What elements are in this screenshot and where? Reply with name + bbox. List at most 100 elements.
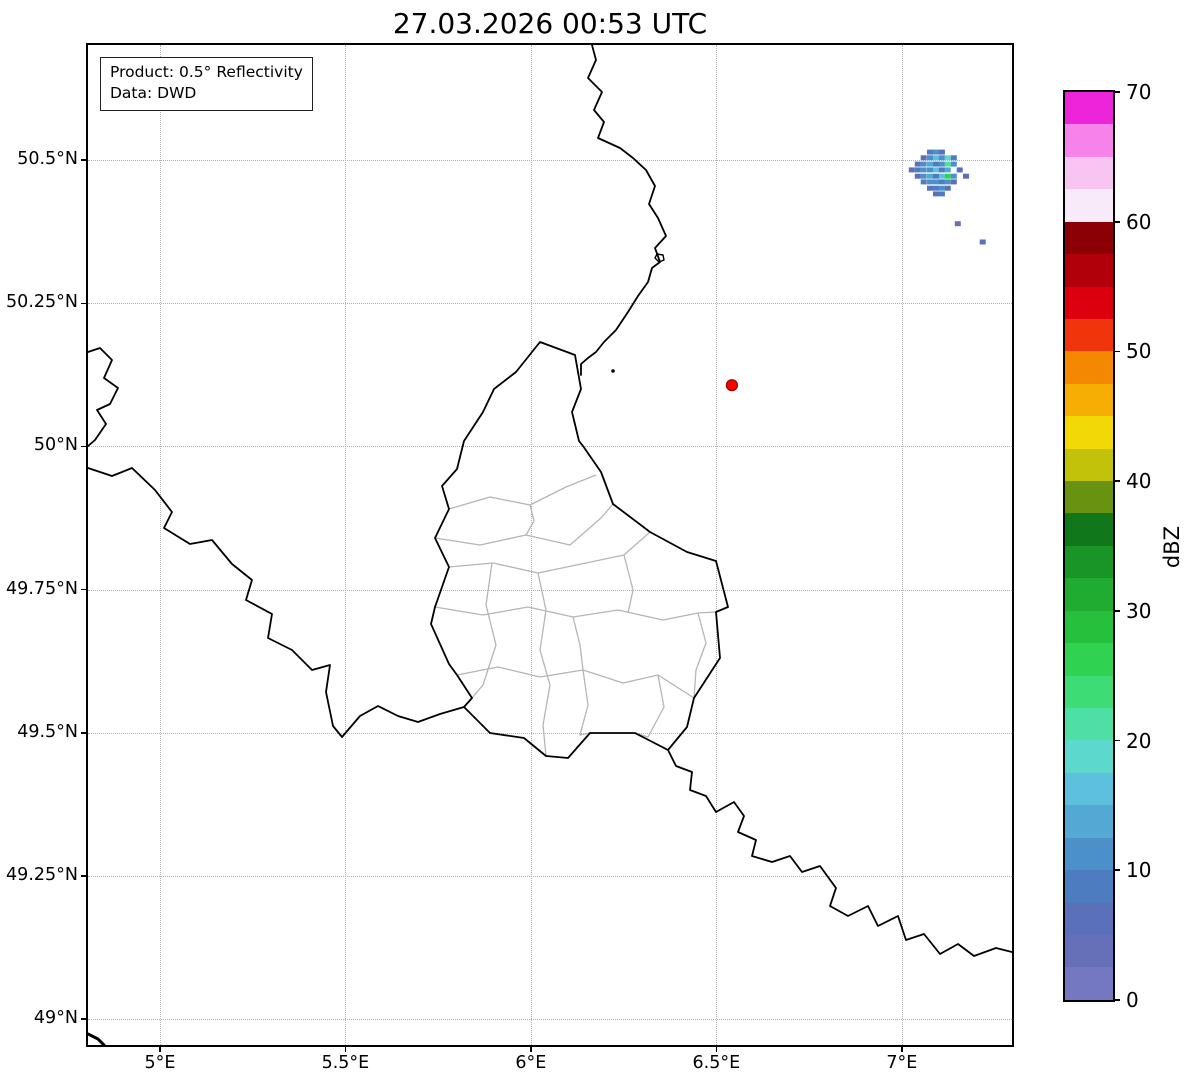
echo-cell	[938, 155, 945, 161]
colorbar-tick-mark	[1115, 480, 1120, 482]
colorbar-segment	[1065, 92, 1113, 125]
gridline-horizontal	[88, 446, 1012, 448]
colorbar-tick-mark	[1115, 610, 1120, 612]
colorbar-tick-mark	[1115, 999, 1120, 1001]
colorbar-tick-label: 30	[1126, 598, 1152, 623]
echo-cell	[914, 167, 921, 173]
legend-box: Product: 0.5° Reflectivity Data: DWD	[100, 57, 313, 111]
echo-cell	[938, 191, 945, 197]
echo-cell	[938, 167, 945, 173]
border-belgium-germany	[580, 45, 667, 376]
x-tick-mark	[159, 1047, 161, 1052]
x-tick-mark	[715, 1047, 718, 1052]
colorbar-segment	[1065, 643, 1113, 676]
gridline-vertical	[345, 45, 347, 1045]
echo-cell	[944, 155, 951, 161]
echo-cell	[920, 155, 927, 161]
gridline-vertical	[530, 45, 532, 1045]
colorbar-segment	[1065, 837, 1113, 871]
border-enclave	[654, 253, 665, 263]
colorbar-segment	[1065, 189, 1113, 222]
colorbar-segment	[1065, 870, 1113, 903]
x-tick-mark	[901, 1047, 903, 1052]
echo-cell	[938, 149, 945, 155]
echo-cell	[963, 173, 969, 179]
echo-cell	[933, 191, 939, 197]
map-axes: Product: 0.5° Reflectivity Data: DWD	[86, 43, 1014, 1047]
gridline-horizontal	[88, 1019, 1012, 1021]
y-tick-mark	[81, 875, 86, 877]
x-tick-label: 7°E	[886, 1053, 918, 1073]
colorbar-segment	[1065, 221, 1113, 255]
colorbar-segment	[1065, 578, 1113, 611]
echo-cell	[950, 173, 957, 179]
y-tick-mark	[81, 302, 86, 305]
canton-borders	[434, 474, 717, 757]
gridline-horizontal	[88, 303, 1012, 305]
colorbar-tick-label: 20	[1126, 728, 1152, 753]
border-givet-salient	[88, 347, 119, 447]
x-tick-label: 5°E	[144, 1053, 176, 1073]
echo-cell	[927, 173, 933, 179]
x-tick-label: 6°E	[515, 1053, 547, 1073]
colorbar-tick-mark	[1115, 739, 1120, 742]
y-tick-mark	[81, 159, 86, 161]
colorbar-segment	[1065, 545, 1113, 579]
colorbar-tick-mark	[1115, 220, 1120, 223]
echo-cell	[927, 185, 933, 191]
colorbar-segment	[1065, 254, 1113, 287]
border-france-germany	[667, 749, 1012, 957]
colorbar-segment	[1065, 416, 1113, 449]
y-tick-label: 49.75°N	[6, 578, 78, 599]
colorbar-segment	[1065, 351, 1113, 384]
echo-cell	[954, 221, 961, 227]
colorbar-segment	[1065, 772, 1113, 806]
y-tick-label: 49°N	[33, 1008, 78, 1029]
echo-cell	[950, 179, 957, 185]
echo-cell	[927, 179, 933, 185]
echo-cell	[938, 185, 945, 191]
colorbar-segment	[1065, 448, 1113, 482]
echo-cell	[914, 173, 921, 179]
legend-source-line: Data: DWD	[110, 83, 197, 102]
colorbar-segment	[1065, 513, 1113, 546]
echo-cell	[944, 179, 951, 185]
y-tick-label: 50°N	[33, 435, 78, 456]
y-tick-mark	[81, 732, 86, 734]
echo-cell	[979, 239, 986, 245]
colorbar-segment	[1065, 675, 1113, 709]
echo-cell	[938, 161, 945, 167]
radar-echoes	[908, 149, 986, 245]
gridline-horizontal	[88, 589, 1012, 591]
echo-cell	[933, 173, 939, 179]
colorbar-tick-label: 50	[1126, 339, 1152, 364]
gridline-vertical	[901, 45, 903, 1045]
colorbar-segment	[1065, 740, 1113, 773]
echo-cell	[944, 173, 951, 179]
x-tick-mark	[530, 1047, 532, 1052]
x-tick-label: 5.5°E	[321, 1053, 370, 1073]
colorbar-segment	[1065, 610, 1113, 644]
country-borders	[88, 45, 1012, 1045]
echo-cell	[927, 167, 933, 173]
gridline-horizontal	[88, 160, 1012, 162]
border-france-belgium	[88, 467, 465, 738]
colorbar-segment	[1065, 286, 1113, 319]
echo-cell	[933, 161, 939, 167]
gridline-horizontal	[88, 732, 1012, 734]
echo-cell	[920, 179, 927, 185]
colorbar-segment	[1065, 805, 1113, 838]
colorbar-tick-mark	[1115, 350, 1120, 353]
y-tick-label: 49.5°N	[17, 721, 78, 742]
gridline-vertical	[159, 45, 161, 1045]
y-tick-mark	[81, 588, 86, 591]
echo-cell	[933, 155, 939, 161]
plot-title: 27.03.2026 00:53 UTC	[392, 7, 708, 40]
colorbar-tick-mark	[1115, 869, 1120, 872]
colorbar-tick-label: 60	[1126, 209, 1152, 234]
echo-cell	[938, 173, 945, 179]
y-tick-mark	[81, 1018, 86, 1021]
echo-cell	[920, 161, 927, 167]
colorbar-segment	[1065, 481, 1113, 514]
